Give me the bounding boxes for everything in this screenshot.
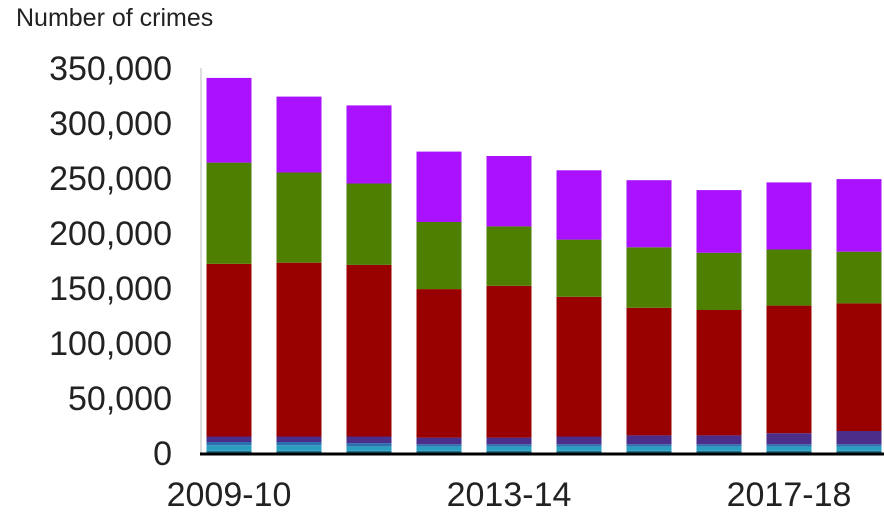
bar-segment-2017-18-s2 (766, 444, 812, 447)
x-ticks-group: 2009-10 2013-14 2017-18 (167, 476, 852, 514)
bar-segment-2011-12-s1 (346, 446, 392, 451)
bar-segment-2012-13-s4 (416, 289, 462, 438)
bar-segment-2009-10-s1 (206, 445, 252, 451)
bar-segment-2013-14-s5 (486, 226, 532, 286)
bar-segment-2011-12-s5 (346, 183, 392, 265)
bar-segment-2018-19-s1 (836, 446, 882, 451)
bar-segment-2017-18-s3 (766, 433, 812, 445)
bar-segment-2016-17-s5 (696, 252, 742, 310)
bar-segment-2011-12-s0 (346, 450, 392, 453)
bar-segment-2012-13-s3 (416, 437, 462, 445)
bar-segment-2018-19-s3 (836, 431, 882, 445)
bar-segment-2012-13-s1 (416, 446, 462, 451)
bar-segment-2015-16-s0 (626, 450, 672, 453)
bar-segment-2016-17-s1 (696, 446, 742, 451)
x-tick-label: 2013-14 (447, 476, 572, 514)
bar-segment-2009-10-s3 (206, 436, 252, 442)
bar-segment-2013-14-s1 (486, 446, 532, 451)
y-tick-label: 350,000 (49, 50, 172, 88)
bar-segment-2010-11-s6 (276, 96, 322, 173)
bar-segment-2013-14-s4 (486, 285, 532, 438)
y-tick-label: 100,000 (49, 325, 172, 363)
bar-segment-2017-18-s5 (766, 249, 812, 306)
bar-segment-2015-16-s6 (626, 180, 672, 248)
bar-segment-2009-10-s5 (206, 162, 252, 264)
bar-segment-2012-13-s2 (416, 444, 462, 447)
bar-segment-2011-12-s4 (346, 264, 392, 437)
bar-segment-2017-18-s0 (766, 450, 812, 453)
y-tick-label: 250,000 (49, 160, 172, 198)
bar-segment-2018-19-s5 (836, 251, 882, 304)
bar-segment-2018-19-s0 (836, 450, 882, 453)
bar-segment-2012-13-s5 (416, 222, 462, 290)
y-ticks-group: 0 50,000 100,000 150,000 200,000 250,000 300,0… (49, 50, 172, 473)
y-tick-label: 200,000 (49, 215, 172, 253)
y-axis-label: Number of crimes (16, 4, 214, 32)
bar-segment-2018-19-s4 (836, 303, 882, 431)
bar-segment-2016-17-s6 (696, 190, 742, 253)
bars-group (206, 77, 882, 453)
bar-segment-2015-16-s3 (626, 435, 672, 445)
bar-segment-2014-15-s5 (556, 239, 602, 297)
bar-segment-2014-15-s4 (556, 296, 602, 437)
bar-segment-2013-14-s6 (486, 156, 532, 227)
bar-segment-2011-12-s2 (346, 443, 392, 447)
bar-segment-2015-16-s4 (626, 307, 672, 436)
bar-segment-2010-11-s4 (276, 262, 322, 437)
x-tick-label: 2009-10 (167, 476, 292, 514)
bar-segment-2010-11-s3 (276, 436, 322, 442)
bar-segment-2013-14-s0 (486, 450, 532, 453)
y-tick-label: 50,000 (68, 380, 172, 418)
bar-segment-2009-10-s4 (206, 263, 252, 437)
bar-segment-2009-10-s0 (206, 450, 252, 453)
bar-segment-2016-17-s3 (696, 435, 742, 445)
bar-segment-2011-12-s6 (346, 105, 392, 184)
bar-segment-2014-15-s2 (556, 444, 602, 447)
bar-segment-2011-12-s3 (346, 436, 392, 444)
bar-segment-2009-10-s6 (206, 77, 252, 163)
bar-segment-2016-17-s0 (696, 450, 742, 453)
bar-segment-2010-11-s1 (276, 445, 322, 451)
bar-segment-2014-15-s3 (556, 436, 602, 445)
bar-segment-2018-19-s2 (836, 444, 882, 447)
bar-segment-2014-15-s1 (556, 446, 602, 451)
bar-segment-2013-14-s2 (486, 444, 532, 447)
bar-segment-2014-15-s0 (556, 450, 602, 453)
bar-segment-2014-15-s6 (556, 170, 602, 240)
bar-segment-2012-13-s6 (416, 151, 462, 222)
bar-segment-2017-18-s4 (766, 305, 812, 434)
y-tick-label: 150,000 (49, 270, 172, 308)
x-tick-label: 2017-18 (727, 476, 852, 514)
bar-segment-2012-13-s0 (416, 450, 462, 453)
bar-segment-2018-19-s6 (836, 179, 882, 252)
bar-segment-2009-10-s2 (206, 442, 252, 446)
bar-segment-2016-17-s4 (696, 310, 742, 436)
bar-segment-2015-16-s1 (626, 446, 672, 451)
bar-segment-2010-11-s2 (276, 442, 322, 446)
bar-segment-2017-18-s6 (766, 182, 812, 250)
y-tick-label: 300,000 (49, 105, 172, 143)
bar-segment-2016-17-s2 (696, 444, 742, 447)
bar-segment-2013-14-s3 (486, 437, 532, 445)
y-tick-label: 0 (153, 435, 172, 473)
bar-segment-2015-16-s5 (626, 247, 672, 308)
bar-segment-2017-18-s1 (766, 446, 812, 451)
bar-segment-2010-11-s0 (276, 450, 322, 453)
bar-segment-2010-11-s5 (276, 172, 322, 263)
bar-segment-2015-16-s2 (626, 444, 672, 447)
